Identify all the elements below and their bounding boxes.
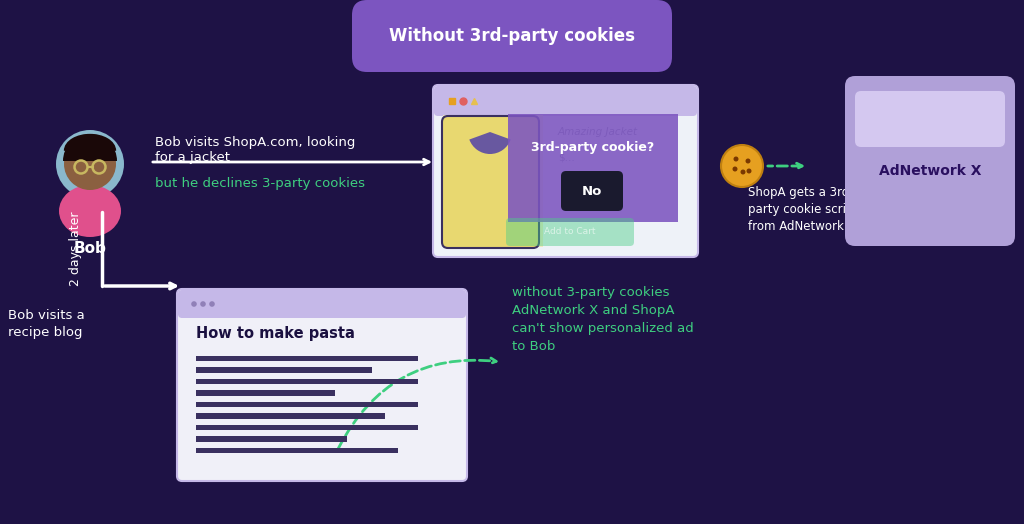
Text: Without 3rd-party cookies: Without 3rd-party cookies [389, 27, 635, 45]
FancyBboxPatch shape [561, 171, 623, 211]
Text: Amazing Jacket: Amazing Jacket [558, 127, 638, 137]
Text: $...: $... [558, 152, 574, 162]
Circle shape [201, 301, 206, 307]
Text: Bob: Bob [74, 241, 106, 256]
FancyBboxPatch shape [196, 378, 418, 384]
FancyBboxPatch shape [196, 436, 347, 442]
FancyBboxPatch shape [442, 116, 539, 248]
FancyBboxPatch shape [196, 424, 418, 430]
Wedge shape [63, 134, 117, 161]
Text: ShopA gets a 3rd-
party cookie script
from AdNetwork X: ShopA gets a 3rd- party cookie script fr… [748, 186, 858, 233]
Text: without 3-party cookies
AdNetwork X and ShopA
can't show personalized ad
to Bob: without 3-party cookies AdNetwork X and … [512, 286, 693, 353]
Text: No: No [582, 184, 602, 198]
FancyBboxPatch shape [196, 447, 397, 453]
Circle shape [63, 138, 116, 190]
FancyBboxPatch shape [443, 115, 543, 247]
Text: Bob visits a
recipe blog: Bob visits a recipe blog [8, 309, 85, 339]
FancyBboxPatch shape [352, 0, 672, 72]
Circle shape [746, 169, 752, 173]
FancyBboxPatch shape [196, 413, 385, 419]
Text: How to make pasta: How to make pasta [196, 326, 355, 341]
Circle shape [721, 145, 763, 187]
Circle shape [740, 169, 745, 174]
FancyBboxPatch shape [506, 218, 634, 246]
Text: 2 days later: 2 days later [69, 212, 82, 286]
Text: 3rd-party cookie?: 3rd-party cookie? [531, 140, 654, 154]
Circle shape [191, 301, 197, 307]
FancyBboxPatch shape [177, 289, 467, 481]
FancyBboxPatch shape [196, 355, 418, 361]
Text: AdNetwork X: AdNetwork X [879, 164, 981, 178]
Ellipse shape [59, 185, 121, 237]
Wedge shape [469, 132, 511, 154]
Circle shape [732, 167, 737, 171]
FancyBboxPatch shape [196, 367, 373, 373]
Circle shape [56, 130, 124, 198]
FancyBboxPatch shape [178, 290, 466, 318]
Circle shape [745, 158, 751, 163]
Circle shape [733, 157, 738, 161]
FancyBboxPatch shape [196, 401, 418, 407]
Text: Add to Cart: Add to Cart [544, 227, 596, 236]
FancyBboxPatch shape [196, 390, 335, 396]
FancyBboxPatch shape [433, 85, 698, 257]
FancyBboxPatch shape [434, 86, 697, 116]
Text: but he declines 3-party cookies: but he declines 3-party cookies [155, 177, 365, 190]
Text: Bob visits ShopA.com, looking
for a jacket: Bob visits ShopA.com, looking for a jack… [155, 136, 355, 164]
FancyBboxPatch shape [855, 91, 1005, 147]
FancyBboxPatch shape [845, 76, 1015, 246]
Circle shape [209, 301, 215, 307]
FancyBboxPatch shape [508, 114, 678, 222]
